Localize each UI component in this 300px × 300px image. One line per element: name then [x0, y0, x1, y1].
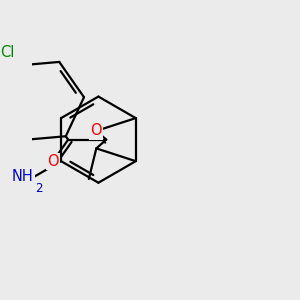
Text: O: O	[47, 154, 59, 169]
Text: O: O	[91, 123, 102, 138]
Text: Cl: Cl	[0, 45, 14, 60]
Text: NH: NH	[12, 169, 34, 184]
Text: 2: 2	[35, 182, 43, 195]
